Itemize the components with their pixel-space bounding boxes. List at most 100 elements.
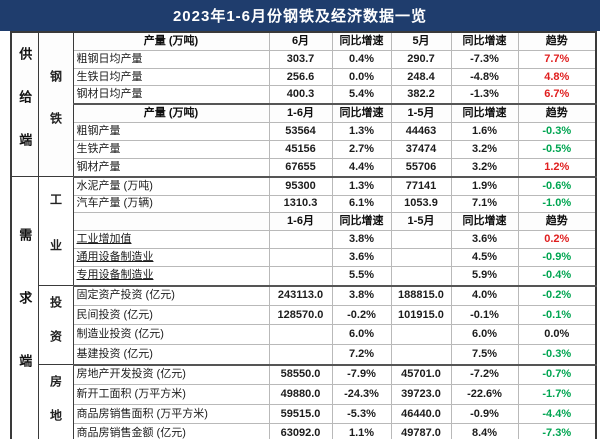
value-cell: [390, 324, 452, 345]
table-row: 基建投资 (亿元) 7.2% 7.5% -0.3%: [11, 343, 597, 366]
data-table: 供给端 钢铁 产量 (万吨) 6月 同比增速 5月 同比增速 趋势 粗钢日均产量 303.7 0.4…: [10, 31, 597, 439]
value-cell: -0.9%: [450, 403, 519, 425]
header-cell: 1-5月: [390, 103, 452, 124]
data-table-body: 供给端 钢铁 产量 (万吨) 6月 同比增速 5月 同比增速 趋势 粗钢日均产量 303.7 0.4…: [10, 31, 597, 439]
table-row: 商品房销售面积 (万平方米) 59515.0 -5.3% 46440.0 -0.9% -4…: [11, 403, 597, 425]
category-label: 投资: [37, 285, 74, 365]
table-row: 需求端 工业 水泥产量 (万吨) 95300 1.3% 77141 1.9% -0.6%: [10, 175, 597, 439]
value-cell: 248.4: [390, 67, 452, 87]
value-cell: 0.4%: [331, 49, 392, 69]
header-cell: 5月: [390, 31, 452, 51]
trend-value-cell: -0.4%: [517, 266, 597, 286]
value-cell: 1053.9: [390, 194, 452, 214]
header-cell: 趋势: [517, 31, 597, 51]
header-cell: 同比增速: [331, 212, 392, 232]
value-cell: 49787.0: [390, 423, 452, 439]
table-row: 粗钢日均产量 303.7 0.4% 290.7 -7.3% 7.7%: [11, 49, 597, 69]
value-cell: 7.5%: [450, 343, 519, 366]
value-cell: 37474: [390, 139, 452, 159]
trend-value-cell: -0.3%: [517, 122, 597, 141]
row-label-cell: 商品房销售金额 (亿元): [72, 423, 270, 439]
category-label-text: 工业: [48, 193, 63, 285]
category-label: 钢铁: [37, 31, 74, 177]
row-label-cell: 生铁产量: [72, 139, 270, 159]
value-cell: [390, 266, 452, 286]
value-cell: [390, 343, 452, 366]
value-cell: 49880.0: [268, 384, 333, 405]
value-cell: -4.8%: [450, 67, 519, 87]
value-cell: 7.1%: [450, 194, 519, 214]
value-cell: 6.1%: [331, 194, 392, 214]
value-cell: 303.7: [268, 49, 333, 69]
category-label: 房地: [37, 364, 74, 439]
value-cell: 4.0%: [450, 284, 519, 307]
value-cell: 63092.0: [268, 423, 333, 439]
value-cell: [268, 230, 333, 250]
table-row: 房地 房地产开发投资 (亿元) 58550.0 -7.9% 45701.0 -7.2% -0…: [11, 363, 597, 439]
table-row: 钢材产量 67655 4.4% 55706 3.2% 1.2%: [11, 157, 597, 178]
row-label-cell: 汽车产量 (万辆): [72, 194, 270, 214]
header-cell: 同比增速: [450, 103, 519, 124]
table-row: 制造业投资 (亿元) 6.0% 6.0% 0.0%: [11, 324, 597, 345]
row-label-cell: 房地产开发投资 (亿元): [72, 363, 270, 386]
table-header-row: 1-6月 同比增速 1-5月 同比增速 趋势: [11, 212, 597, 232]
trend-value-cell: 0.2%: [517, 230, 597, 250]
value-cell: [268, 343, 333, 366]
trend-value-cell: 4.8%: [517, 67, 597, 87]
row-label-cell: 粗钢日均产量: [72, 49, 270, 69]
trend-value-cell: -0.9%: [517, 248, 597, 268]
table-row: 钢材日均产量 400.3 5.4% 382.2 -1.3% 6.7%: [11, 85, 597, 105]
table-row: 生铁产量 45156 2.7% 37474 3.2% -0.5%: [11, 139, 597, 159]
header-cell: 同比增速: [450, 31, 519, 51]
value-cell: 8.4%: [450, 423, 519, 439]
header-label-cell: 产量 (万吨): [72, 103, 270, 124]
trend-value-cell: 0.0%: [517, 324, 597, 345]
row-label-cell: 商品房销售面积 (万平方米): [72, 403, 270, 425]
value-cell: 55706: [390, 157, 452, 178]
value-cell: 2.7%: [331, 139, 392, 159]
value-cell: 3.6%: [450, 230, 519, 250]
value-cell: [390, 248, 452, 268]
value-cell: 1310.3: [268, 194, 333, 214]
table-row: 民间投资 (亿元) 128570.0 -0.2% 101915.0 -0.1% -0.1%: [11, 305, 597, 326]
value-cell: -7.2%: [450, 363, 519, 386]
value-cell: 7.2%: [331, 343, 392, 366]
category-label-text: 投资: [48, 296, 63, 364]
header-cell: 同比增速: [331, 103, 392, 124]
trend-value-cell: -0.2%: [517, 284, 597, 307]
trend-value-cell: 7.7%: [517, 49, 597, 69]
value-cell: 128570.0: [268, 305, 333, 326]
value-cell: [390, 230, 452, 250]
trend-value-cell: -4.4%: [517, 403, 597, 425]
value-cell: 44463: [390, 122, 452, 141]
row-label-cell: 制造业投资 (亿元): [72, 324, 270, 345]
table-row: 商品房销售金额 (亿元) 63092.0 1.1% 49787.0 8.4% -7.3%: [11, 423, 597, 439]
header-cell: 趋势: [517, 103, 597, 124]
row-label-cell: 通用设备制造业: [72, 248, 270, 268]
value-cell: 400.3: [268, 85, 333, 105]
value-cell: 77141: [390, 175, 452, 196]
trend-value-cell: -0.5%: [517, 139, 597, 159]
value-cell: 58550.0: [268, 363, 333, 386]
value-cell: 6.0%: [331, 324, 392, 345]
value-cell: -0.1%: [450, 305, 519, 326]
header-cell: 趋势: [517, 212, 597, 232]
header-cell: 1-6月: [268, 103, 333, 124]
row-label-cell: 固定资产投资 (亿元): [72, 284, 270, 307]
row-label-cell: 水泥产量 (万吨): [72, 175, 270, 196]
row-label-cell: 专用设备制造业: [72, 266, 270, 286]
table-row: 投资 固定资产投资 (亿元) 243113.0 3.8% 188815.0 4.0% -0.…: [11, 284, 597, 365]
value-cell: 290.7: [390, 49, 452, 69]
value-cell: 101915.0: [390, 305, 452, 326]
table-row: 新开工面积 (万平方米) 49880.0 -24.3% 39723.0 -22.6% -1…: [11, 384, 597, 405]
value-cell: 5.4%: [331, 85, 392, 105]
header-cell: 同比增速: [450, 212, 519, 232]
value-cell: 46440.0: [390, 403, 452, 425]
row-label-cell: 基建投资 (亿元): [72, 343, 270, 366]
table-row: 通用设备制造业 3.6% 4.5% -0.9%: [11, 248, 597, 268]
trend-value-cell: -0.3%: [517, 343, 597, 366]
row-label-cell: 工业增加值: [72, 230, 270, 250]
trend-value-cell: -7.3%: [517, 423, 597, 439]
value-cell: 3.2%: [450, 157, 519, 178]
